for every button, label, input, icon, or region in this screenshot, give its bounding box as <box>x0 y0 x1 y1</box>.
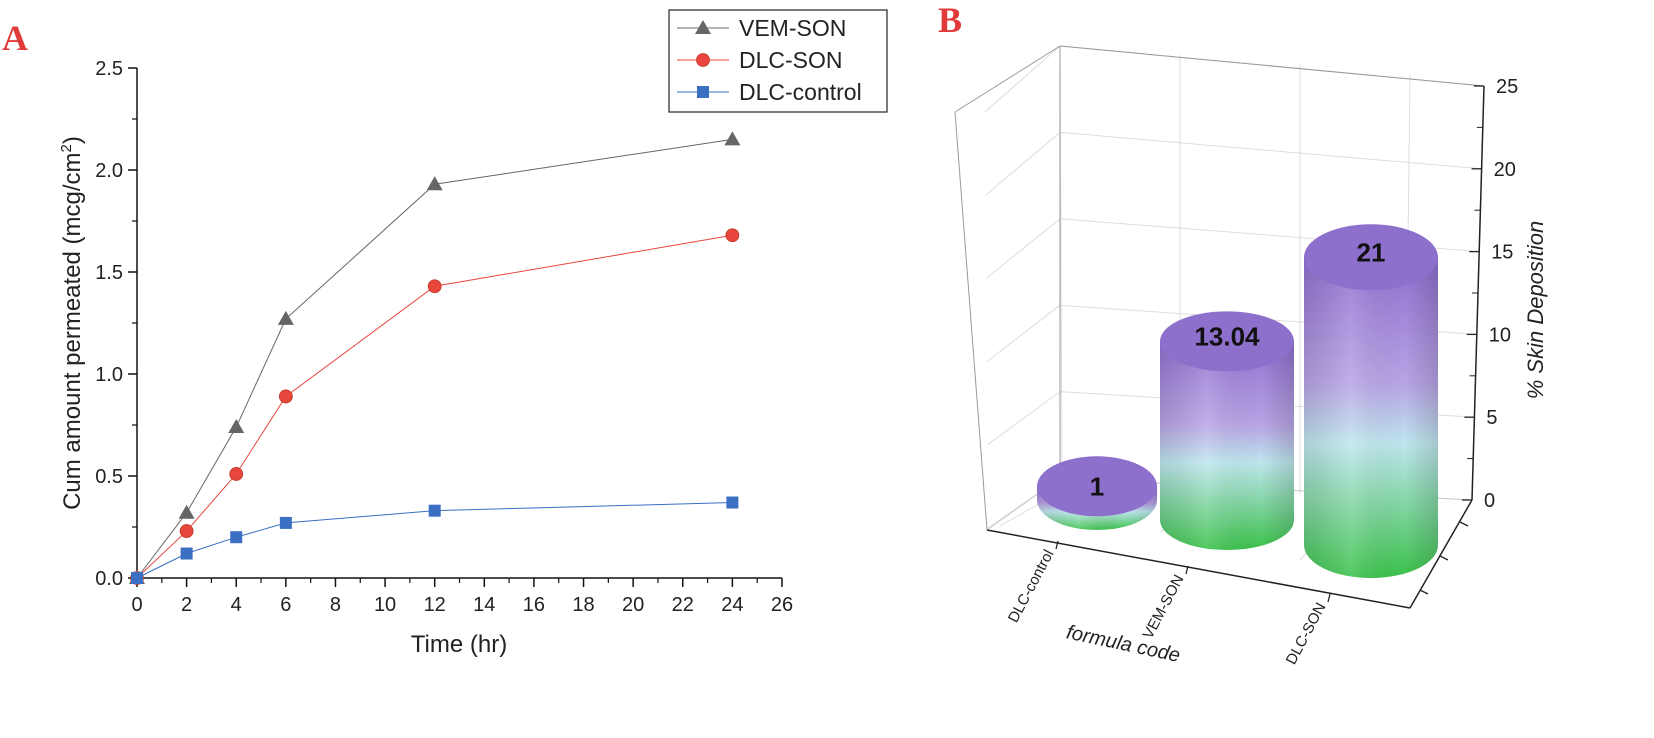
y-tick-label: 15 <box>1491 242 1513 264</box>
y-tick-label: 1.5 <box>95 262 123 284</box>
x-tick-mark <box>1055 540 1059 550</box>
y-tick-label: 0.0 <box>95 568 123 590</box>
x-tick-label: 6 <box>280 594 291 616</box>
y-tick-label: 25 <box>1496 76 1518 98</box>
data-point-dlc-control <box>279 516 292 529</box>
legend-marker-dlc-son <box>696 53 710 67</box>
legend-label-vem-son: VEM-SON <box>739 15 846 41</box>
data-point-dlc-son <box>229 467 244 481</box>
legend-label-dlc-control: DLC-control <box>739 79 862 105</box>
y-tick-label: 2.5 <box>95 58 123 80</box>
bar-value-label: 13.04 <box>1194 321 1260 351</box>
data-point-dlc-son <box>278 389 293 404</box>
x-tick-label: 12 <box>424 594 446 616</box>
legend-label-dlc-son: DLC-SON <box>739 47 843 73</box>
x-tick-label: 24 <box>721 594 743 616</box>
data-point-dlc-control <box>131 572 143 584</box>
data-point-dlc-control <box>428 504 441 517</box>
panel-a-ticks: 0 2 4 6 8 10 12 14 16 18 20 22 24 260.00.51.01.52.02.… <box>95 58 793 616</box>
y-tick-label: 10 <box>1489 324 1511 346</box>
grid-line <box>987 391 1061 446</box>
series-line-vem-son <box>136 138 733 579</box>
bar-value-label: 1 <box>1090 471 1104 501</box>
data-point-dlc-control <box>726 496 739 509</box>
legend-marker-vem-son <box>695 20 711 34</box>
x-tick-label: 10 <box>374 594 396 616</box>
bar-value-label: 21 <box>1357 237 1386 267</box>
grid-line <box>985 218 1061 279</box>
depth-tick-mark <box>1439 555 1449 561</box>
data-point-vem-son <box>724 131 741 146</box>
bar-shade <box>1160 341 1294 550</box>
panel-a-legend: VEM-SON DLC-SON DLC-control <box>668 9 888 113</box>
series-dlc-son <box>130 228 740 585</box>
data-point-vem-son <box>426 176 443 191</box>
x-tick-mark <box>1185 565 1189 575</box>
series-line-dlc-son <box>136 234 733 579</box>
y-tick-label: 20 <box>1494 159 1516 181</box>
bar-top <box>1160 311 1294 372</box>
y-tick-label: 0.5 <box>95 466 123 488</box>
bar-dlc-son: 21 <box>1304 224 1438 578</box>
x-tick-label: 16 <box>523 594 545 616</box>
panel-a-series <box>129 131 741 585</box>
bar-top <box>1037 456 1157 517</box>
x-tick-label: 18 <box>572 594 594 616</box>
y-tick-label: 5 <box>1486 407 1497 429</box>
panel-b-x-axis-title: formula code <box>1064 621 1182 667</box>
x-tick-label: 26 <box>771 594 793 616</box>
y-tick-label: 0 <box>1484 490 1495 512</box>
series-dlc-control <box>131 496 739 584</box>
panel-letter-a: A <box>2 18 28 58</box>
depth-tick-mark <box>1459 521 1469 527</box>
data-point-vem-son <box>228 419 245 434</box>
grid-line <box>1059 131 1482 170</box>
x-tick-label: 8 <box>330 594 341 616</box>
x-tick-label: 0 <box>131 594 142 616</box>
frame-edge <box>954 45 1061 113</box>
panel-a-chart: A 0 2 4 6 8 10 12 14 16 18 20 22 24 260.00.51.01.52.0… <box>2 9 888 658</box>
panel-b-bars: 1 13.04 21 <box>1037 224 1438 578</box>
frame-edge <box>1059 45 1485 87</box>
bar-dlc-control: 1 <box>1037 456 1157 530</box>
category-label: VEM-SON <box>1140 572 1188 642</box>
bar-vem-son: 13.04 <box>1160 311 1294 550</box>
category-label: DLC-control <box>1005 547 1058 626</box>
data-point-dlc-son <box>179 524 194 538</box>
frame-edge <box>954 111 988 531</box>
x-tick-mark <box>1327 593 1331 603</box>
grid-line <box>985 132 1061 196</box>
grid-line <box>986 304 1061 362</box>
data-point-dlc-control <box>180 547 193 560</box>
data-point-vem-son <box>277 310 294 325</box>
grid-line <box>984 45 1061 113</box>
x-tick-label: 20 <box>622 594 644 616</box>
bar-shade <box>1304 257 1438 578</box>
data-point-dlc-son <box>427 279 442 294</box>
y-tick-label: 1.0 <box>95 364 123 386</box>
panel-letter-b: B <box>938 0 962 40</box>
depth-tick-mark <box>1419 589 1429 595</box>
data-point-dlc-son <box>725 228 740 243</box>
legend-marker-dlc-control <box>697 86 709 98</box>
data-point-dlc-control <box>230 531 243 544</box>
series-line-dlc-control <box>136 502 733 579</box>
panel-a-x-axis-title: Time (hr) <box>411 631 507 658</box>
y-tick-label: 2.0 <box>95 160 123 182</box>
category-label: DLC-SON <box>1283 600 1330 668</box>
data-point-vem-son <box>178 504 195 519</box>
panel-b-y-axis-title: % Skin Deposition <box>1523 221 1548 400</box>
bar-top <box>1304 224 1438 291</box>
x-tick-label: 2 <box>181 594 192 616</box>
panel-a-axes <box>136 68 782 579</box>
x-tick-label: 4 <box>231 594 242 616</box>
x-tick-label: 14 <box>473 594 495 616</box>
panel-a-y-axis-title: Cum amount permeated (mcg/cm2) <box>58 136 86 510</box>
x-tick-label: 22 <box>672 594 694 616</box>
